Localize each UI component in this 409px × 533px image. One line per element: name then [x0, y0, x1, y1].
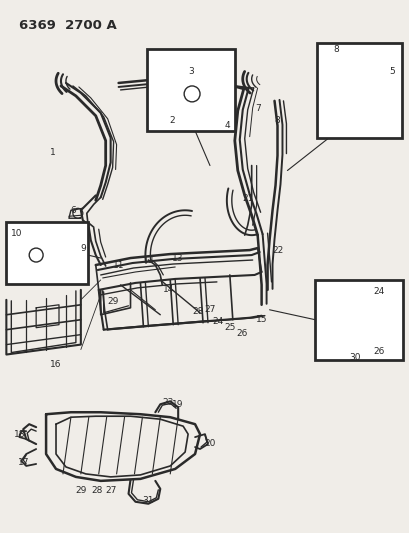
Text: 6369  2700 A: 6369 2700 A: [19, 19, 117, 33]
Text: 14: 14: [162, 285, 173, 294]
Text: 25: 25: [224, 323, 235, 332]
Text: 13: 13: [172, 254, 184, 263]
Text: 10: 10: [11, 229, 22, 238]
Bar: [7, 222, 88, 284]
Text: 27: 27: [204, 305, 215, 314]
Text: 23: 23: [162, 398, 173, 407]
Text: 9: 9: [80, 244, 85, 253]
Text: 29: 29: [107, 297, 118, 306]
Bar: [317, 43, 401, 138]
Bar: [315, 280, 402, 360]
Text: 12: 12: [142, 255, 154, 264]
Text: 5: 5: [388, 67, 393, 76]
Text: 3: 3: [188, 67, 193, 76]
Text: 16: 16: [50, 360, 62, 369]
Text: 2: 2: [169, 116, 175, 125]
Text: 11: 11: [112, 261, 124, 270]
Text: 8: 8: [333, 45, 338, 54]
Bar: [147, 49, 234, 131]
Text: 28: 28: [192, 307, 203, 316]
Text: 24: 24: [212, 317, 223, 326]
Text: 19: 19: [172, 400, 184, 409]
Text: 6: 6: [70, 206, 76, 215]
Text: 18: 18: [13, 430, 25, 439]
Text: 29: 29: [75, 486, 86, 495]
Text: 4: 4: [225, 121, 230, 130]
Text: 21: 21: [241, 194, 253, 203]
Text: 22: 22: [271, 246, 283, 255]
Text: 24: 24: [372, 287, 384, 296]
Text: 1: 1: [50, 148, 56, 157]
Text: 30: 30: [348, 353, 360, 362]
Text: 28: 28: [91, 486, 102, 495]
Text: 26: 26: [236, 329, 247, 338]
Text: 17: 17: [18, 458, 29, 467]
Text: 8: 8: [274, 116, 280, 125]
Text: 15: 15: [255, 315, 267, 324]
Text: 7: 7: [254, 104, 260, 114]
Text: 20: 20: [204, 439, 215, 448]
Text: 31: 31: [142, 496, 154, 505]
Text: 27: 27: [105, 486, 116, 495]
Text: 26: 26: [372, 347, 384, 356]
